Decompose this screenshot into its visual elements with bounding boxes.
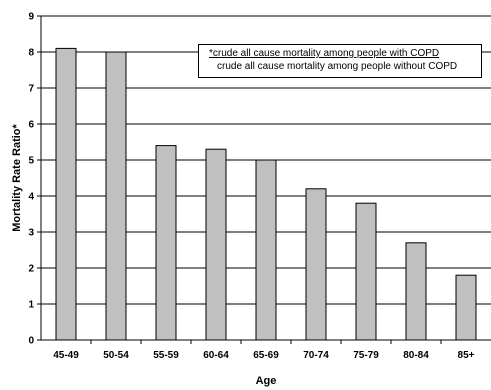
y-tick-label: 6 xyxy=(28,120,34,131)
y-tick-label: 3 xyxy=(28,228,34,239)
bar-55-59 xyxy=(155,145,177,341)
bar-50-54 xyxy=(105,51,127,341)
y-tick-label: 2 xyxy=(28,264,34,275)
y-tick-label: 0 xyxy=(28,336,34,347)
bar-80-84 xyxy=(405,242,427,341)
x-tick-label: 60-64 xyxy=(203,350,229,361)
bar-65-69 xyxy=(255,159,277,341)
bar-60-64 xyxy=(205,148,227,341)
y-tick-labels: 0 1 2 3 4 5 6 7 8 9 xyxy=(28,12,34,347)
x-tick-label: 85+ xyxy=(458,350,475,361)
y-axis-title: Mortality Rate Ratio* xyxy=(11,123,23,231)
bar-75-79 xyxy=(355,202,377,341)
bar-70-74 xyxy=(305,188,327,341)
y-tick-label: 7 xyxy=(28,84,34,95)
bars xyxy=(55,47,477,341)
x-tick-label: 75-79 xyxy=(353,350,379,361)
annotation-box: *crude all cause mortality among people … xyxy=(198,44,482,78)
y-tick-label: 9 xyxy=(28,12,34,23)
axes xyxy=(37,15,491,344)
y-tick-label: 5 xyxy=(28,156,34,167)
annotation-numerator: *crude all cause mortality among people … xyxy=(209,48,440,59)
x-tick-label: 55-59 xyxy=(153,350,179,361)
bar-45-49 xyxy=(55,47,77,341)
y-tick-label: 8 xyxy=(28,48,34,59)
x-tick-label: 80-84 xyxy=(403,350,429,361)
x-tick-label: 50-54 xyxy=(103,350,129,361)
x-tick-label: 45-49 xyxy=(53,350,79,361)
y-tick-label: 4 xyxy=(28,192,34,203)
x-axis-title: Age xyxy=(256,375,277,387)
bar-85+ xyxy=(455,274,477,341)
x-tick-labels: 45-49 50-54 55-59 60-64 65-69 70-74 75-79 80-84… xyxy=(53,350,474,361)
x-tick-label: 65-69 xyxy=(253,350,279,361)
x-tick-label: 70-74 xyxy=(303,350,329,361)
y-tick-label: 1 xyxy=(28,300,34,311)
annotation-denominator: crude all cause mortality among people w… xyxy=(217,61,458,72)
